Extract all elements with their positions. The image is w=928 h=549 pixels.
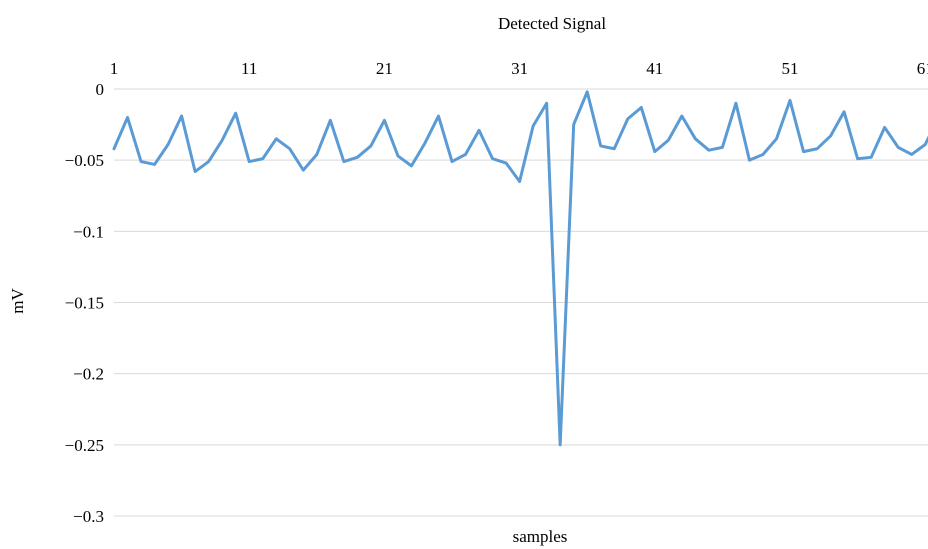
data-point — [153, 163, 156, 166]
data-point — [423, 142, 426, 145]
data-point — [491, 157, 494, 160]
y-tick-label: −0.3 — [73, 507, 104, 526]
data-point — [802, 150, 805, 153]
x-tick-label: 61 — [917, 59, 928, 78]
data-point — [505, 162, 508, 165]
data-point — [694, 137, 697, 140]
data-point — [572, 123, 575, 126]
grid-layer — [114, 88, 928, 517]
data-point — [329, 119, 332, 122]
data-point — [396, 154, 399, 157]
x-tick-label: 11 — [241, 59, 257, 78]
data-point — [126, 116, 129, 119]
data-point — [383, 119, 386, 122]
data-point — [599, 144, 602, 147]
data-point — [113, 147, 116, 150]
data-point — [478, 129, 481, 132]
data-point — [248, 160, 251, 163]
x-tick-label: 41 — [646, 59, 663, 78]
data-point — [545, 102, 548, 105]
data-point — [640, 106, 643, 109]
data-point — [653, 150, 656, 153]
y-tick-label: −0.2 — [73, 365, 104, 384]
data-point — [451, 160, 454, 163]
data-point — [356, 156, 359, 159]
data-point — [897, 146, 900, 149]
data-point — [207, 160, 210, 163]
data-point — [680, 115, 683, 118]
data-point — [302, 169, 305, 172]
data-point — [315, 153, 318, 156]
data-point — [140, 160, 143, 163]
data-point — [464, 153, 467, 156]
data-point — [910, 153, 913, 156]
data-point — [829, 134, 832, 137]
series-line — [112, 90, 928, 447]
y-axis-label: mV — [8, 288, 27, 314]
label-layer: Detected Signal samples mV 0 −0.05 −0.1 −0.… — [8, 14, 928, 546]
data-point — [667, 139, 670, 142]
data-point — [924, 143, 927, 146]
data-point — [856, 157, 859, 160]
chart-title: Detected Signal — [498, 14, 606, 33]
data-point — [194, 170, 197, 173]
data-point — [761, 153, 764, 156]
data-point — [734, 102, 737, 105]
y-tick-label: −0.25 — [65, 436, 104, 455]
data-point — [843, 110, 846, 113]
data-point — [518, 180, 521, 183]
x-tick-label: 31 — [511, 59, 528, 78]
x-tick-label: 51 — [782, 59, 799, 78]
data-point — [234, 112, 237, 115]
data-point — [870, 156, 873, 159]
data-point — [586, 90, 589, 93]
data-point — [532, 125, 535, 128]
y-tick-label: −0.15 — [65, 294, 104, 313]
data-point — [789, 99, 792, 102]
data-point — [775, 137, 778, 140]
x-axis-label: samples — [513, 527, 568, 546]
data-point — [261, 157, 264, 160]
series-layer — [112, 90, 928, 447]
data-point — [883, 126, 886, 129]
data-point — [410, 164, 413, 167]
data-point — [559, 443, 562, 446]
data-point — [707, 149, 710, 152]
data-point — [221, 139, 224, 142]
data-point — [288, 147, 291, 150]
y-tick-label: 0 — [96, 80, 105, 99]
data-point — [613, 147, 616, 150]
data-point — [437, 115, 440, 118]
x-tick-label: 21 — [376, 59, 393, 78]
data-point — [748, 159, 751, 162]
data-point — [167, 143, 170, 146]
data-point — [816, 147, 819, 150]
x-tick-label: 1 — [110, 59, 119, 78]
data-point — [275, 137, 278, 140]
data-point — [369, 144, 372, 147]
data-point — [721, 146, 724, 149]
data-point — [342, 160, 345, 163]
y-tick-label: −0.1 — [73, 222, 104, 241]
y-tick-label: −0.05 — [65, 151, 104, 170]
data-point — [626, 117, 629, 120]
data-point — [180, 115, 183, 118]
